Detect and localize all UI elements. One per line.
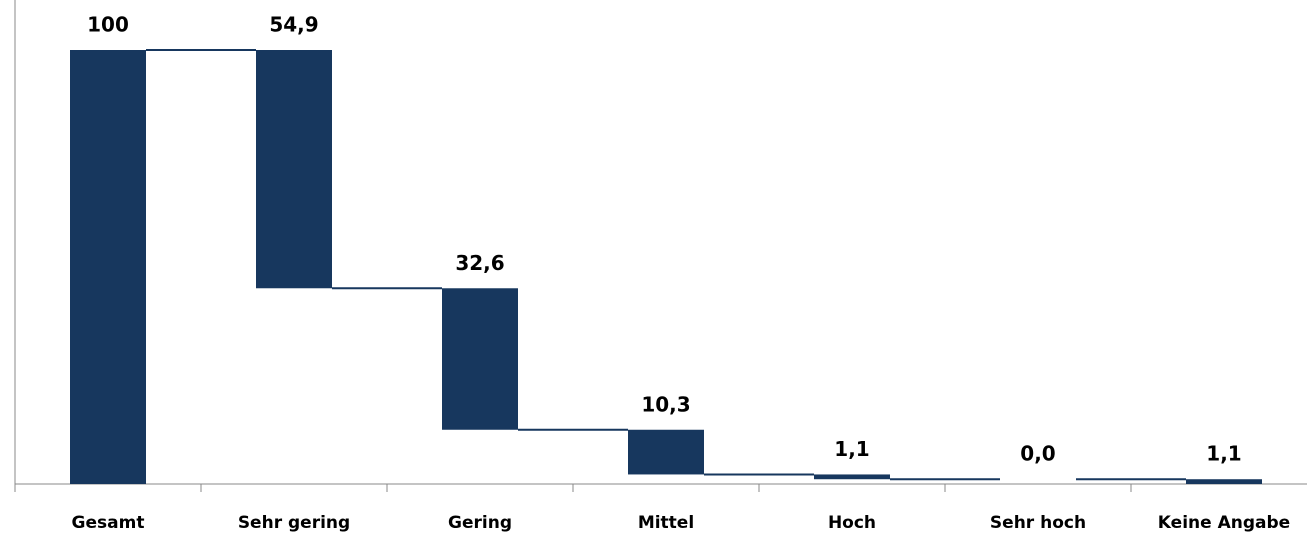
bar — [442, 288, 518, 430]
value-label: 32,6 — [455, 251, 504, 275]
bar — [1186, 479, 1262, 484]
value-label: 1,1 — [834, 437, 869, 461]
value-label: 54,9 — [269, 13, 318, 37]
bar — [814, 474, 890, 480]
x-tick-label: Keine Angabe — [1158, 513, 1290, 533]
x-tick-label: Hoch — [828, 513, 876, 533]
x-tick-label: Sehr gering — [238, 513, 350, 533]
value-label: 10,3 — [641, 392, 690, 416]
x-tick-label: Sehr hoch — [990, 513, 1086, 533]
bar — [628, 429, 704, 475]
value-label: 1,1 — [1206, 442, 1241, 466]
bar — [70, 50, 146, 484]
x-tick-label: Gesamt — [72, 513, 145, 533]
bar — [256, 50, 332, 289]
value-label: 100 — [87, 13, 129, 37]
x-tick-label: Mittel — [638, 513, 694, 533]
value-label: 0,0 — [1020, 442, 1055, 466]
x-tick-label: Gering — [448, 513, 512, 533]
